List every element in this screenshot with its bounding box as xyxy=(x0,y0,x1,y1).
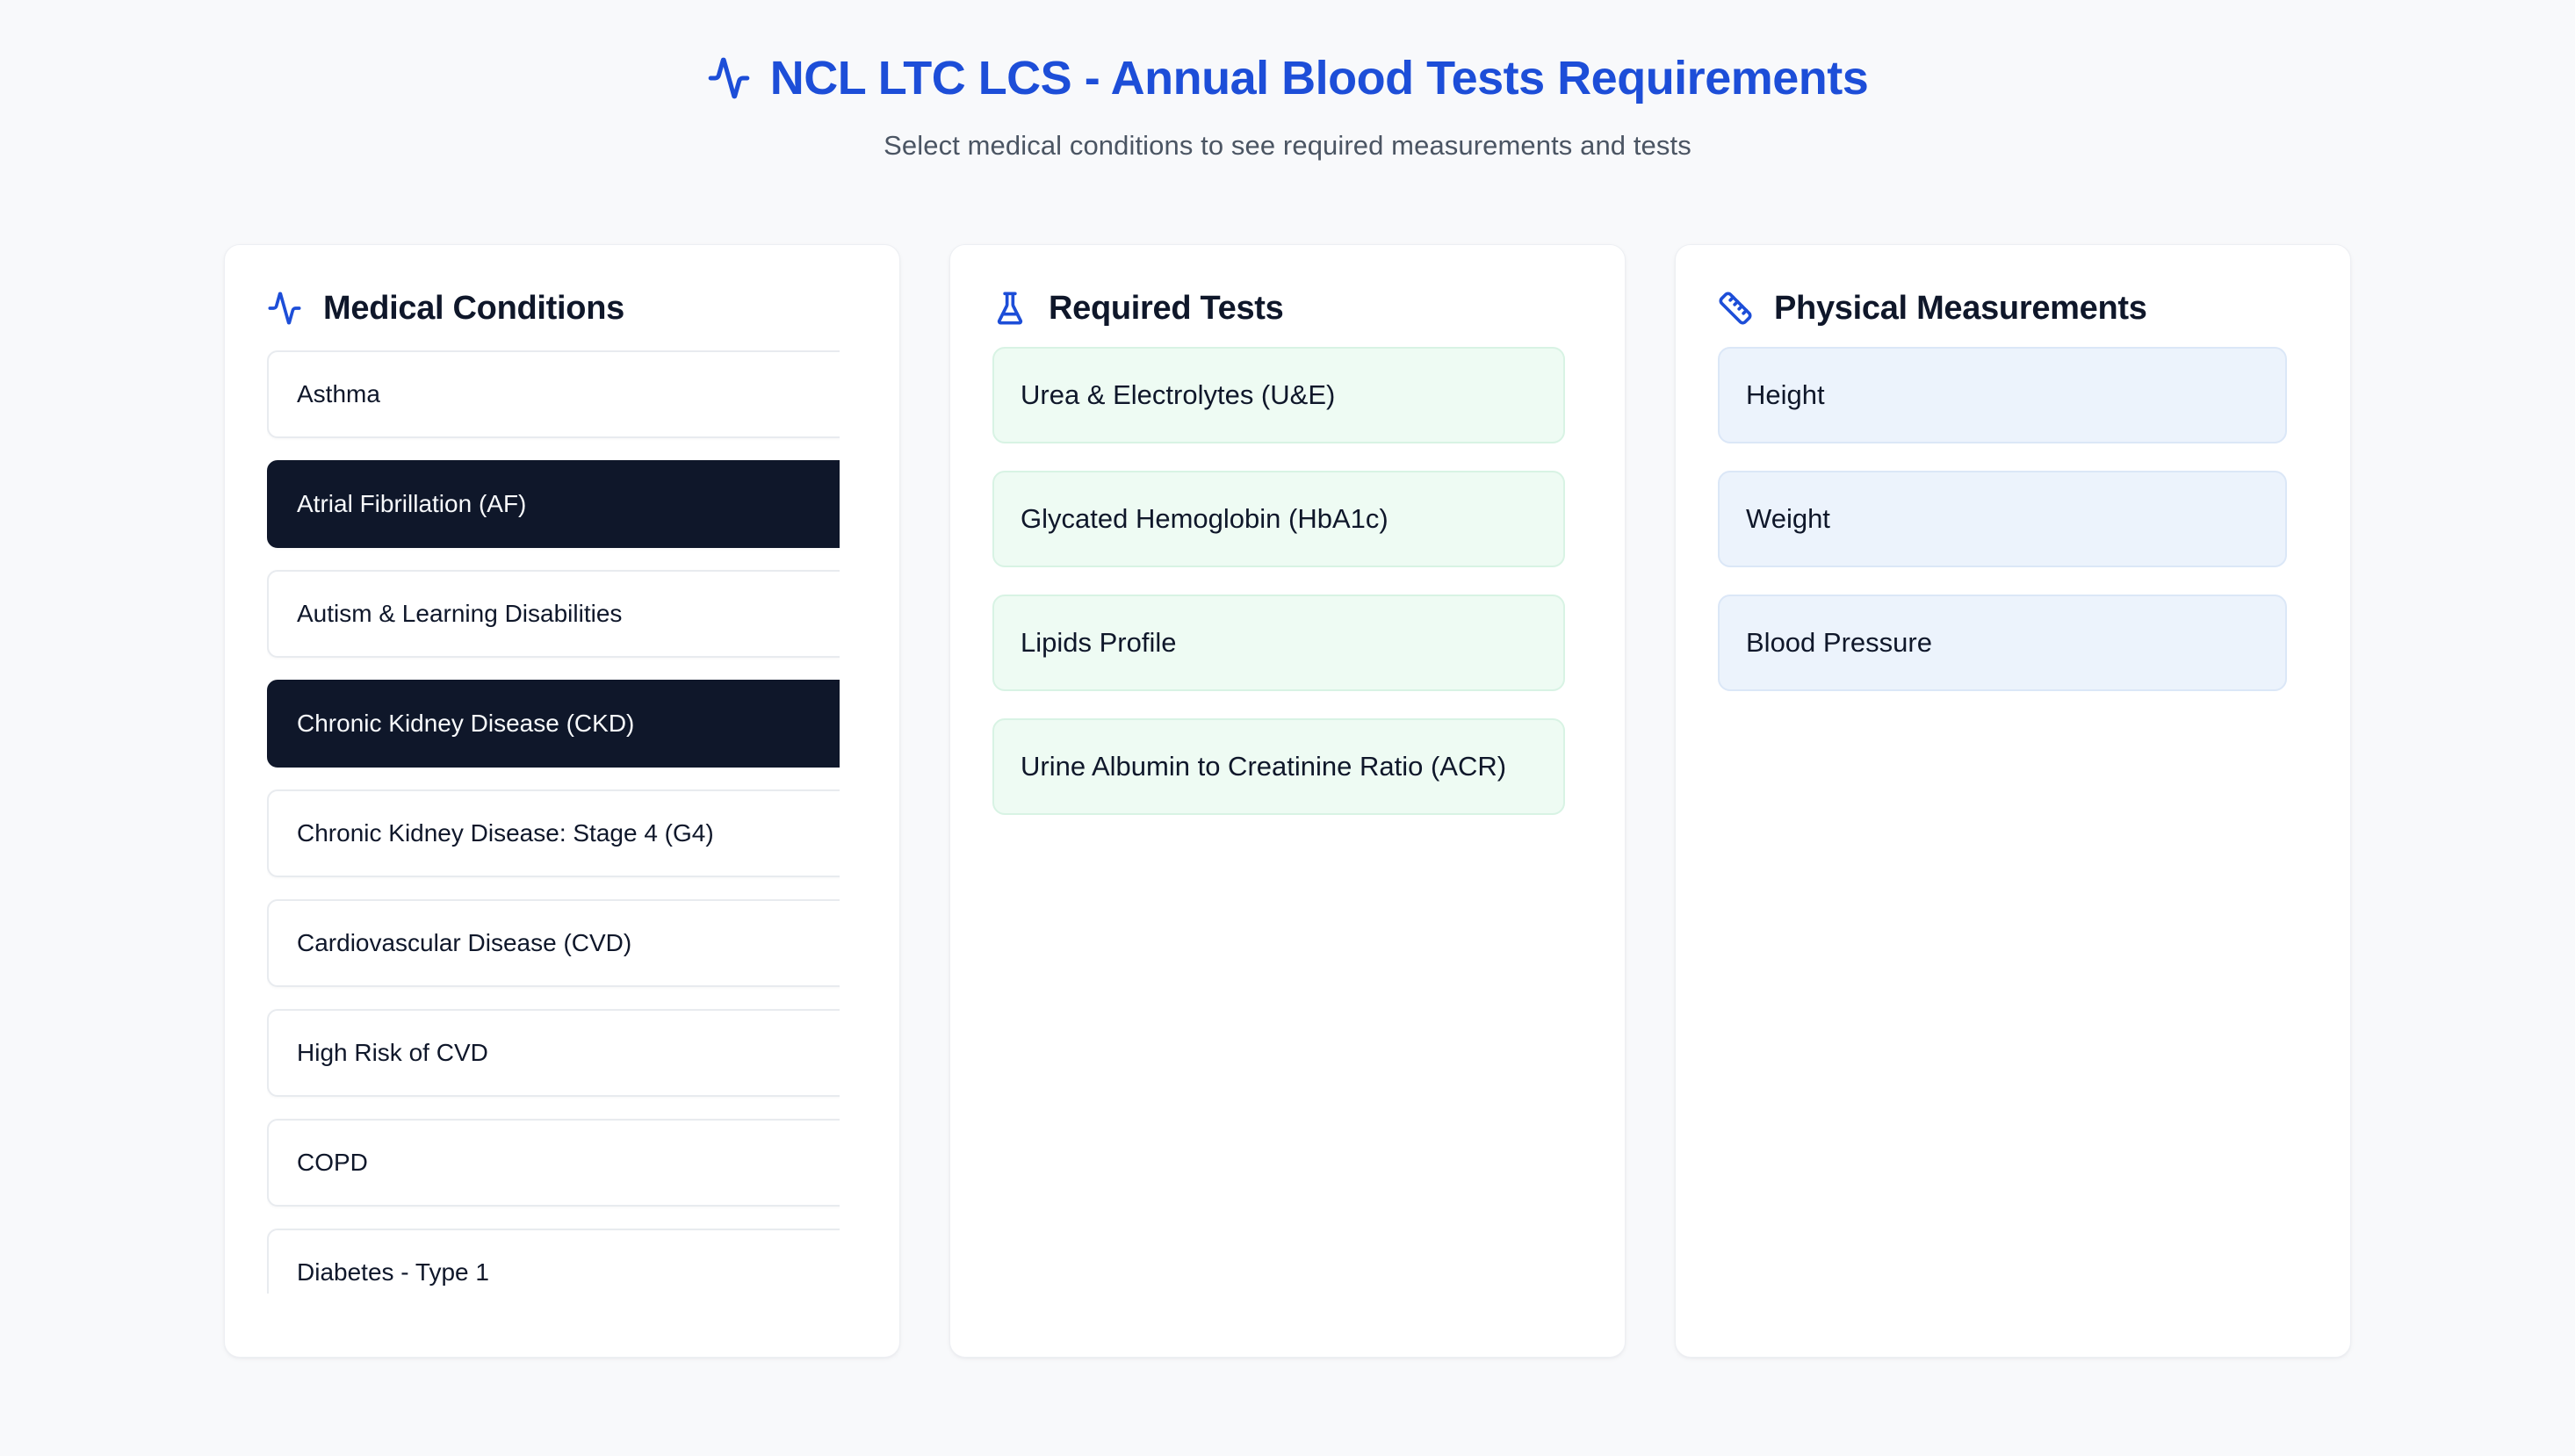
condition-item-chronic-kidney-disease[interactable]: Chronic Kidney Disease (CKD) xyxy=(267,680,840,768)
activity-icon xyxy=(268,292,301,325)
required-tests-panel: Required Tests Urea & Electrolytes (U&E)… xyxy=(949,244,1626,1358)
test-item-hba1c: Glycated Hemoglobin (HbA1c) xyxy=(992,471,1565,567)
page-title: NCL LTC LCS - Annual Blood Tests Require… xyxy=(0,49,2575,107)
physical-measurements-title: Physical Measurements xyxy=(1774,289,2147,327)
panels-container: Medical Conditions Asthma Atrial Fibrill… xyxy=(224,244,2351,1358)
conditions-list[interactable]: Asthma Atrial Fibrillation (AF) Autism &… xyxy=(267,350,840,1294)
test-item-urea-electrolytes: Urea & Electrolytes (U&E) xyxy=(992,347,1565,443)
condition-item-high-risk-cvd[interactable]: High Risk of CVD xyxy=(267,1009,840,1097)
physical-measurements-panel: Physical Measurements Height Weight Bloo… xyxy=(1675,244,2351,1358)
test-item-lipids-profile: Lipids Profile xyxy=(992,595,1565,691)
required-tests-list: Urea & Electrolytes (U&E) Glycated Hemog… xyxy=(992,347,1565,815)
medical-conditions-header: Medical Conditions xyxy=(267,284,899,333)
condition-item-diabetes-type-1[interactable]: Diabetes - Type 1 xyxy=(267,1229,840,1294)
condition-item-ckd-stage-4[interactable]: Chronic Kidney Disease: Stage 4 (G4) xyxy=(267,789,840,877)
app-header: NCL LTC LCS - Annual Blood Tests Require… xyxy=(0,49,2575,162)
condition-item-asthma[interactable]: Asthma xyxy=(267,350,840,438)
ruler-icon xyxy=(1719,292,1752,325)
condition-item-atrial-fibrillation[interactable]: Atrial Fibrillation (AF) xyxy=(267,460,840,548)
medical-conditions-panel: Medical Conditions Asthma Atrial Fibrill… xyxy=(224,244,900,1358)
condition-item-autism-learning-disabilities[interactable]: Autism & Learning Disabilities xyxy=(267,570,840,658)
physical-measurements-header: Physical Measurements xyxy=(1718,284,2350,333)
measurement-item-blood-pressure: Blood Pressure xyxy=(1718,595,2287,691)
test-item-urine-acr: Urine Albumin to Creatinine Ratio (ACR) xyxy=(992,718,1565,815)
activity-icon xyxy=(708,57,750,99)
required-tests-header: Required Tests xyxy=(992,284,1625,333)
flask-icon xyxy=(997,292,1023,325)
measurement-item-height: Height xyxy=(1718,347,2287,443)
measurement-item-weight: Weight xyxy=(1718,471,2287,567)
required-tests-title: Required Tests xyxy=(1049,289,1284,327)
physical-measurements-list: Height Weight Blood Pressure xyxy=(1718,347,2290,691)
medical-conditions-title: Medical Conditions xyxy=(323,289,624,327)
page-subtitle: Select medical conditions to see require… xyxy=(884,130,1691,161)
condition-item-copd[interactable]: COPD xyxy=(267,1119,840,1207)
page-title-text: NCL LTC LCS - Annual Blood Tests Require… xyxy=(769,52,1869,105)
condition-item-cardiovascular-disease[interactable]: Cardiovascular Disease (CVD) xyxy=(267,899,840,987)
